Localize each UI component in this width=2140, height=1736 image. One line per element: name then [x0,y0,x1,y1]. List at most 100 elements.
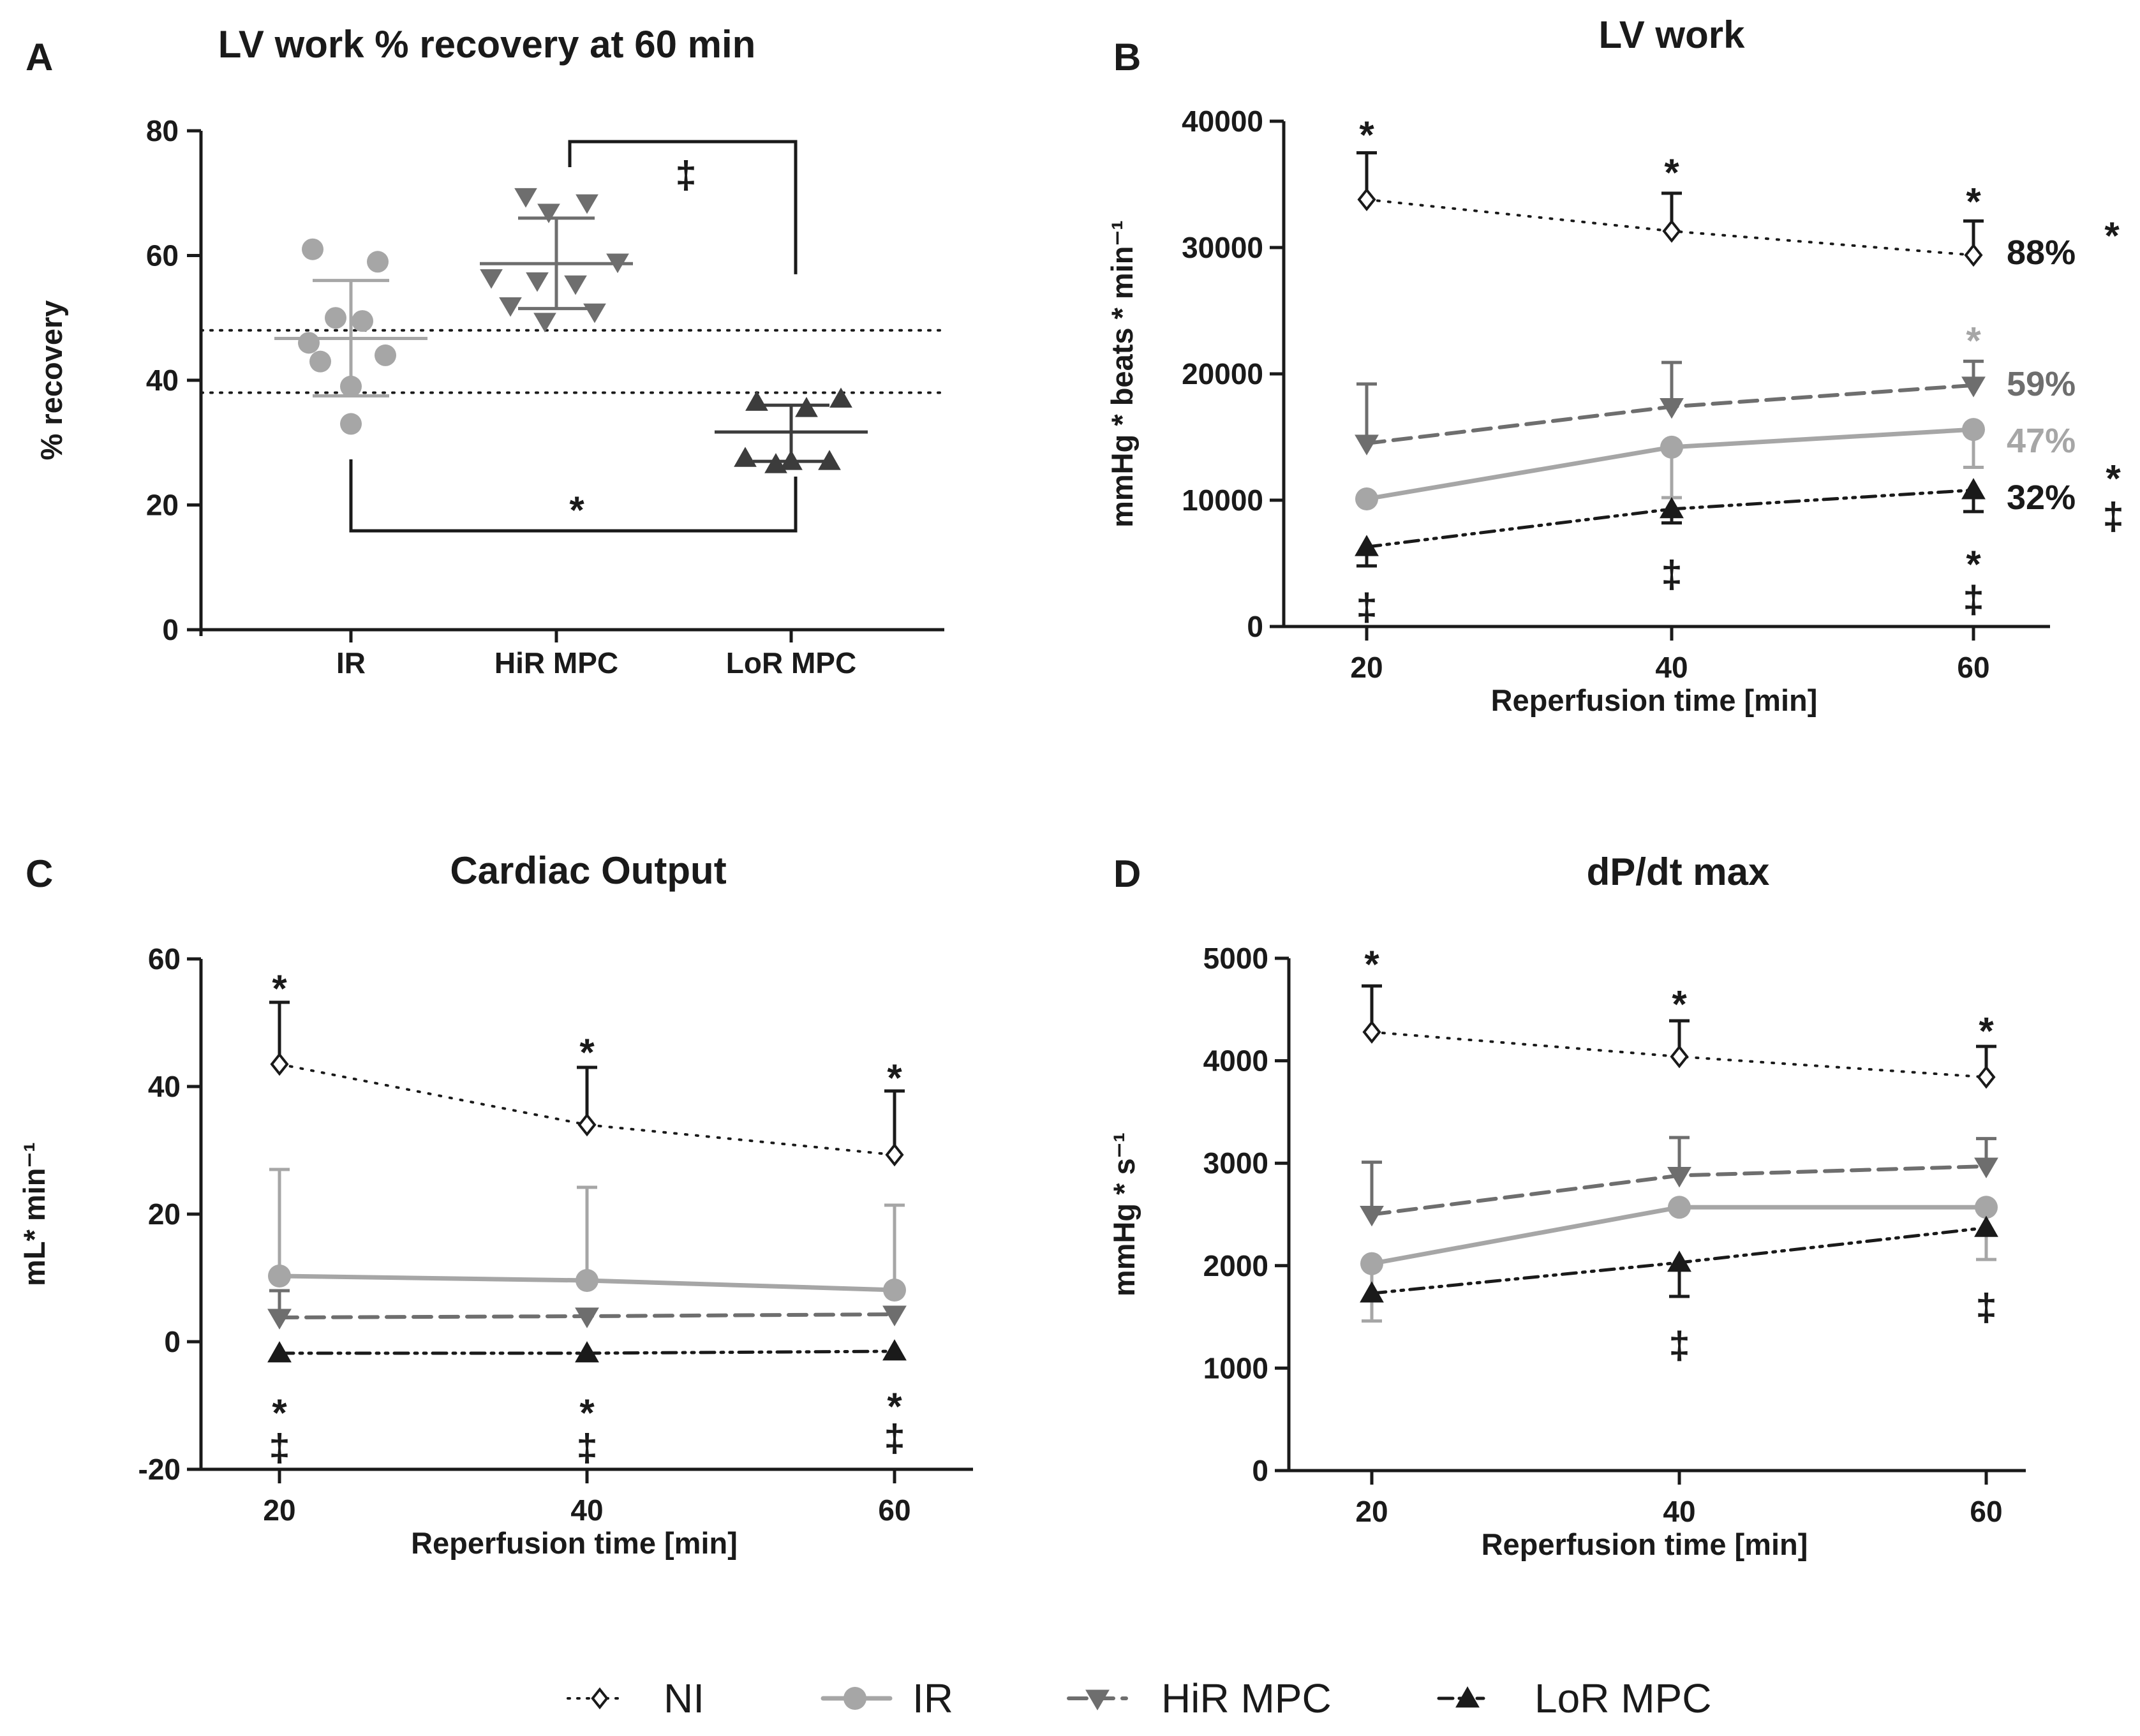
panel-a-x-tick-label: IR [336,646,366,679]
panel-d-data-point [1670,1044,1689,1069]
panel-c-data-point [268,1265,291,1287]
panel-b-data-point [1355,535,1379,556]
panel-b-data-point [1962,418,1985,441]
panel-a-y-tick-label: 80 [146,114,179,147]
legend-label: IR [912,1675,953,1721]
triangle-up-icon [1455,1686,1480,1708]
legend-item-ir: IR [821,1675,953,1721]
panel-b-significance-mark: * [1664,151,1679,194]
panel-d-x-axis-label: Reperfusion time [min] [1482,1527,1808,1561]
panel-b-data-point [1355,434,1379,456]
panel-c-x-axis-label: Reperfusion time [min] [411,1526,738,1560]
panel-d-y-tick-label: 3000 [1203,1146,1268,1180]
panel-letter-c: C [26,852,53,895]
legend-item-ni: NI [567,1675,704,1721]
panel-d-title: dP/dt max [1587,850,1770,893]
panel-a-recovery-scatter: LV work % recovery at 60 min 0 20 40 60 80 IR H… [34,23,946,679]
panel-d-data-point [1667,1166,1691,1188]
panel-b-series-lor-mpc [1355,478,1986,568]
panel-c-y-axis-label: mL* min⁻¹ [17,1142,51,1286]
panel-c-data-point [267,1341,292,1363]
panel-a-data-point [576,194,598,214]
panel-a-data-point [302,238,323,260]
panel-b-y-tick-label: 40000 [1182,105,1263,138]
panel-d-data-point [1974,1215,1998,1237]
panel-c-y-tick-label: 60 [148,942,181,976]
panel-a-data-point [352,310,373,332]
panel-b-y-tick-label: 20000 [1182,357,1263,390]
panel-a-bracket-ir-lor [349,459,798,533]
panel-c-significance-mark: * [272,1391,287,1434]
panel-c-significance-mark: * [272,967,287,1010]
panel-b-data-point [1357,188,1376,211]
panel-a-bracket-mark: ‡ [675,154,696,197]
panel-b-end-mark: * [2106,457,2121,500]
panel-c-x-tick-label: 60 [878,1494,910,1527]
panel-c-data-point [883,1279,906,1302]
panel-b-end-mark: ‡ [2102,495,2123,538]
panel-c-series-ni [269,1000,905,1167]
panel-b-end-label-lor-mpc: 32% [2007,479,2076,517]
panel-d-data-point [1975,1196,1998,1219]
panel-a-data-point [818,450,841,470]
panel-c-x-tick-label: 20 [263,1494,295,1527]
panel-d-data-point [1667,1250,1691,1272]
panel-a-group-hir-mpc [480,188,633,332]
panel-d-data-point [1362,1020,1381,1044]
panel-c-significance-mark: ‡ [576,1427,597,1469]
panel-a-data-point [480,269,503,289]
panel-a-data-point [340,413,362,435]
panel-b-lv-work-chart: LV work 0 10000 20000 30000 40000 20 40 60 Reperf… [1105,13,2124,717]
panel-d-significance-mark: * [1979,1009,1994,1052]
panel-b-x-axis-label: Reperfusion time [min] [1491,683,1818,717]
panel-c-data-point [577,1113,597,1137]
panel-a-y-tick-label: 20 [146,489,179,522]
circle-icon [843,1687,866,1710]
panel-c-significance-mark: ‡ [884,1417,905,1460]
panel-d-y-tick-label: 0 [1252,1454,1268,1487]
panel-a-data-point [514,188,537,208]
panel-b-data-point [1662,219,1681,243]
panel-d-x-tick-label: 20 [1355,1495,1388,1528]
panel-d-series-lor-mpc [1360,1215,1998,1303]
panel-letter-b: B [1113,36,1141,78]
panel-c-y-tick-label: -20 [138,1453,181,1486]
panel-a-y-tick-label: 40 [146,364,179,397]
panel-a-data-point [375,344,396,366]
panel-a-data-point [734,447,757,467]
panel-a-data-point [564,275,587,295]
panel-d-y-tick-label: 1000 [1203,1351,1268,1384]
panel-a-y-axis-label: % recovery [34,300,68,461]
panel-c-x-tick-label: 40 [570,1494,603,1527]
panel-b-series-ni [1356,151,1984,267]
panel-d-x-tick-label: 40 [1663,1495,1695,1528]
panel-a-data-point [309,350,331,373]
legend-label: HiR MPC [1161,1675,1332,1721]
panel-c-data-point [885,1143,904,1167]
panel-c-title: Cardiac Output [450,849,726,892]
panel-c-series-lor-mpc [267,1339,907,1363]
panel-b-significance-mark: ‡ [1356,586,1377,628]
panel-b-y-axis-label: mmHg * beats * min⁻¹ [1105,220,1139,528]
panel-d-data-point [1360,1252,1383,1275]
panel-a-data-point [537,204,560,223]
panel-b-data-point [1660,496,1684,519]
legend: NI IR HiR MPC LoR MPC [567,1675,1711,1721]
panel-a-data-point [499,297,522,317]
panel-b-y-tick-label: 30000 [1182,231,1263,264]
panel-c-y-tick-label: 20 [148,1198,181,1231]
panel-b-x-tick-label: 40 [1655,651,1688,684]
panel-d-series-ni [1362,984,1996,1089]
panel-a-data-point [795,397,818,417]
panel-c-data-point [882,1339,907,1361]
panel-d-series-hir-mpc [1360,1136,1998,1227]
panel-d-y-tick-label: 5000 [1203,942,1268,975]
panel-b-significance-mark: * [1966,320,1981,362]
panel-c-significance-mark: * [579,1031,595,1074]
panel-c-y-tick-label: 40 [148,1070,181,1103]
panel-d-data-point [1360,1281,1384,1303]
panel-a-data-point [745,390,768,411]
panel-b-data-point [1355,487,1378,511]
legend-label: LoR MPC [1534,1675,1711,1721]
panel-b-end-label-ni: 88% [2007,234,2076,272]
